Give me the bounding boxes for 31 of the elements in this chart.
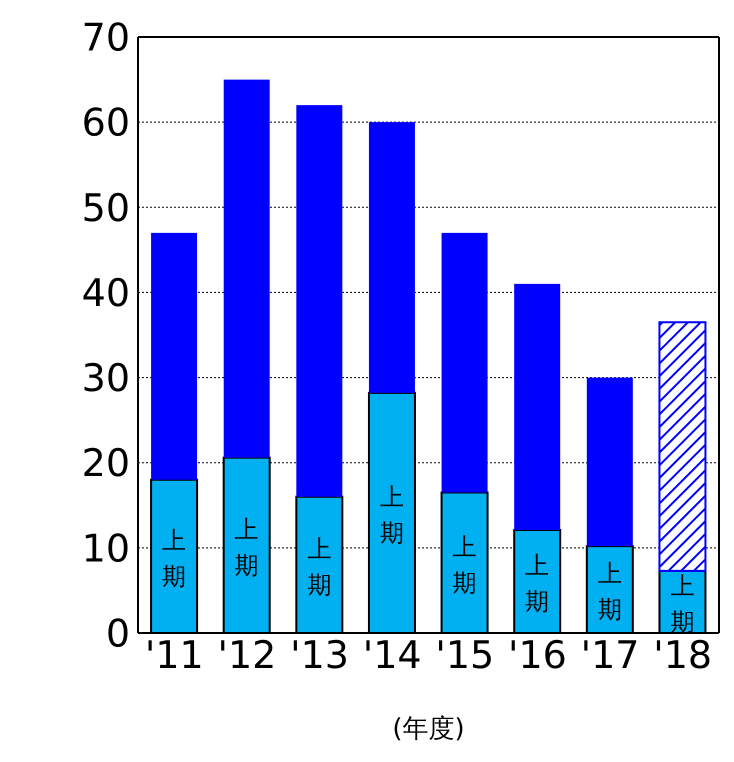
- x-tick-label: '16: [508, 632, 567, 677]
- x-axis-title: (年度): [392, 714, 465, 744]
- bar: [151, 232, 198, 480]
- y-tick-label: 30: [82, 356, 130, 400]
- bar: [658, 321, 706, 572]
- x-tick-label: '17: [580, 632, 640, 677]
- y-tick-label: 50: [82, 186, 130, 230]
- x-tick-label: '15: [435, 632, 494, 677]
- y-tick-label: 10: [82, 526, 130, 570]
- x-tick-label: '14: [362, 632, 422, 677]
- bar: [224, 80, 270, 458]
- y-tick-label: 40: [82, 270, 130, 315]
- text: 上期: [307, 534, 332, 599]
- bar: [442, 232, 488, 493]
- bar: [296, 105, 342, 497]
- x-tick-label: '11: [144, 632, 204, 677]
- text: 上期: [452, 532, 477, 597]
- text: 上期: [525, 551, 550, 616]
- y-tick-label: 20: [82, 441, 130, 486]
- x-tick-label: '12: [218, 632, 276, 677]
- text: 上期: [162, 526, 186, 590]
- y-tick-label: 60: [82, 100, 130, 145]
- x-tick-label: '13: [290, 632, 349, 677]
- y-tick-label: 0: [106, 611, 130, 656]
- bar: [368, 122, 415, 393]
- text: 上期: [380, 482, 404, 547]
- bar: [514, 284, 560, 530]
- bar: [586, 378, 633, 546]
- y-tick-label: 70: [82, 15, 130, 60]
- text: 上期: [234, 515, 259, 580]
- text: 上期: [598, 560, 622, 624]
